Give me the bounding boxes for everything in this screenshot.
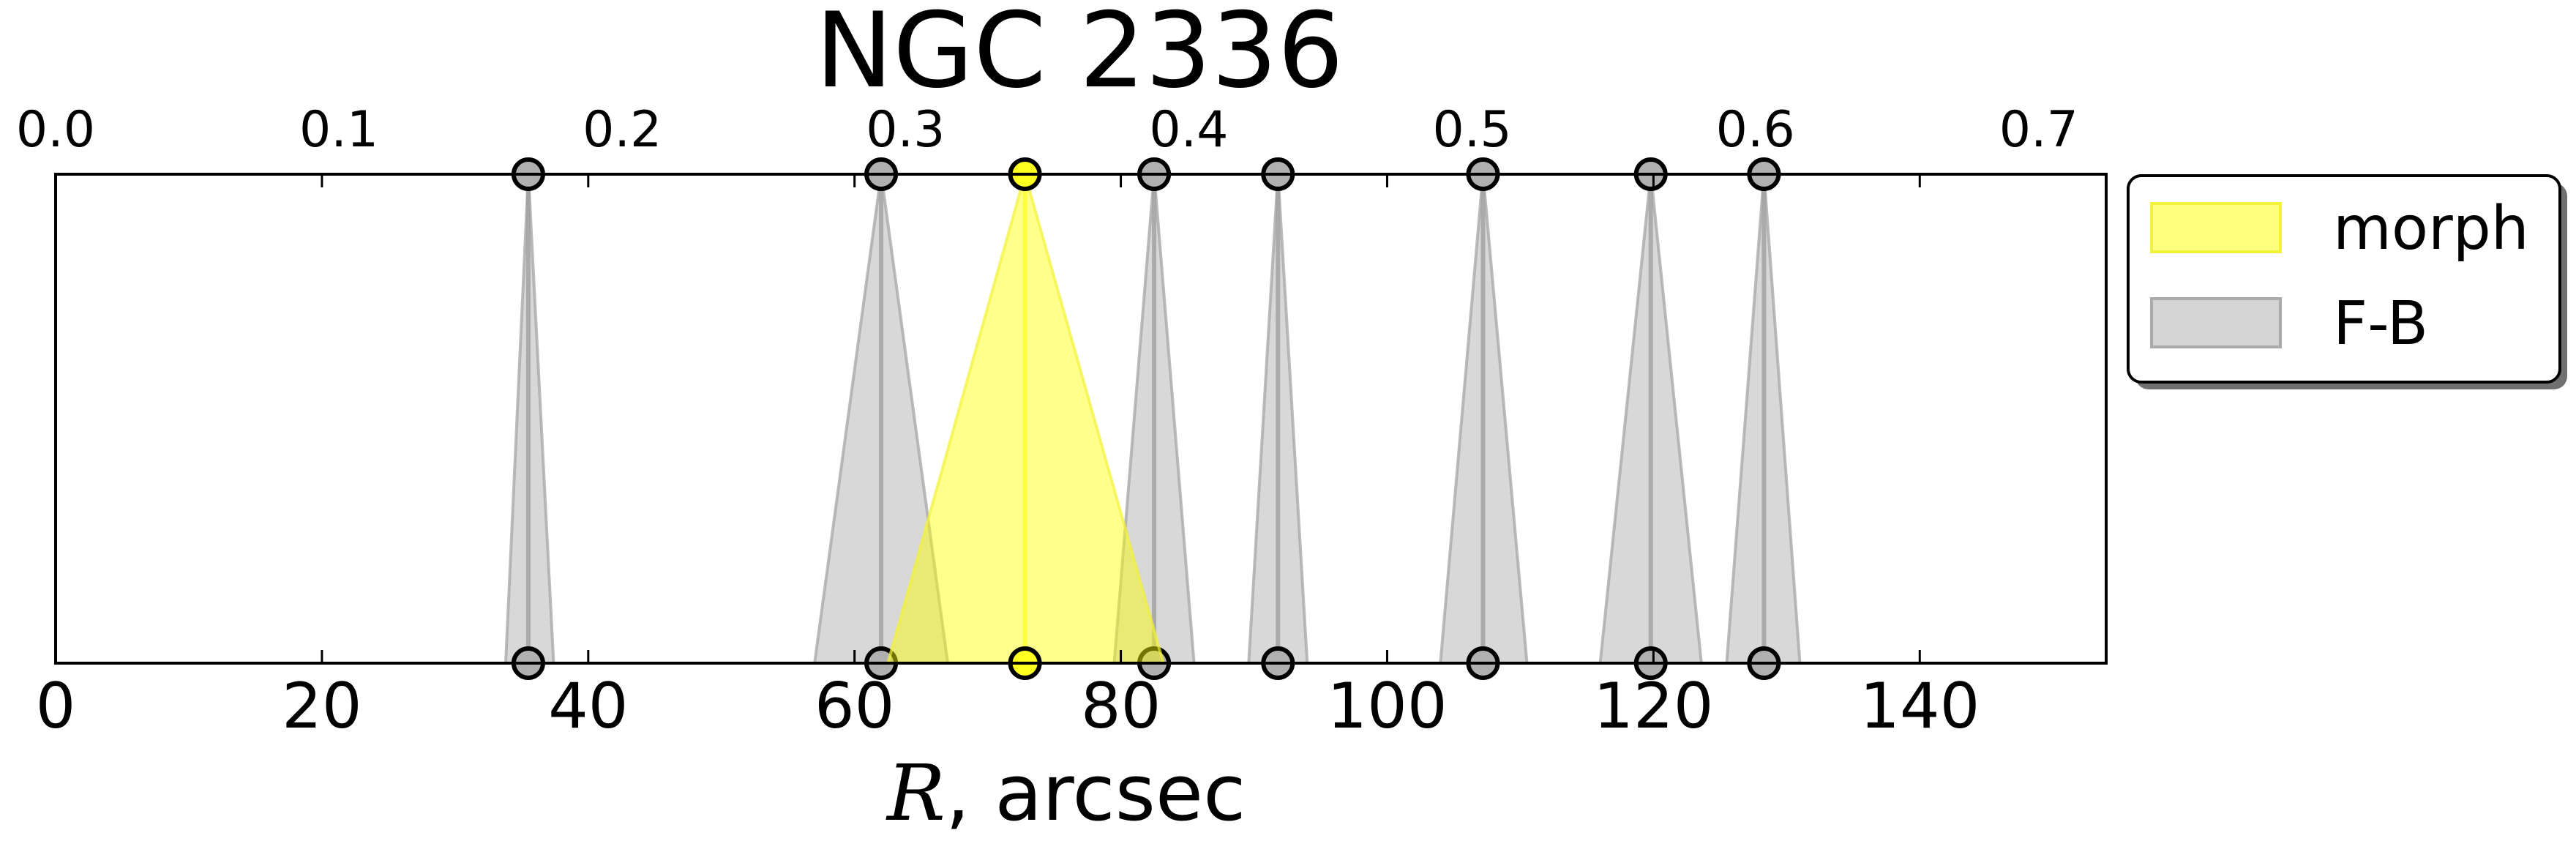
top-tick-label-4: 0.4 xyxy=(1149,101,1228,159)
legend-label-morph: morph xyxy=(2333,194,2529,264)
x-axis-label-symbol: R xyxy=(886,748,946,838)
top-tick-label-3: 0.3 xyxy=(866,101,945,159)
x-tick-label-5: 100 xyxy=(1327,670,1447,743)
legend-label-fb: F-B xyxy=(2333,289,2428,359)
x-tick-label-1: 20 xyxy=(282,670,362,743)
bottom-axis: 0 20 40 60 80 100 120 140 xyxy=(36,174,1980,743)
x-tick-label-0: 0 xyxy=(36,670,76,743)
plot-frame xyxy=(54,173,2108,665)
legend-swatch-morph xyxy=(2150,202,2282,253)
top-tick-label-7: 0.7 xyxy=(1999,101,2078,159)
top-tick-label-0: 0.0 xyxy=(16,101,95,159)
x-axis-label: R, arcsec xyxy=(886,748,1246,838)
x-axis-label-unit: , arcsec xyxy=(946,748,1246,838)
chart-title: NGC 2336 xyxy=(815,0,1344,111)
x-tick-label-2: 40 xyxy=(548,670,628,743)
legend: morph F-B xyxy=(2127,174,2567,389)
top-tick-label-6: 0.6 xyxy=(1716,101,1795,159)
top-axis: 0.0 0.1 0.2 0.3 0.4 0.5 0.6 0.7 xyxy=(16,101,2078,182)
x-tick-label-6: 120 xyxy=(1593,670,1713,743)
x-tick-label-7: 140 xyxy=(1860,670,1980,743)
x-tick-label-3: 60 xyxy=(815,670,894,743)
data-marks xyxy=(503,157,1802,680)
top-tick-label-1: 0.1 xyxy=(299,101,378,159)
plot-area xyxy=(54,157,2108,680)
top-tick-label-2: 0.2 xyxy=(583,101,662,159)
legend-swatch-fb xyxy=(2150,297,2282,348)
x-tick-label-4: 80 xyxy=(1081,670,1161,743)
top-tick-label-5: 0.5 xyxy=(1433,101,1512,159)
